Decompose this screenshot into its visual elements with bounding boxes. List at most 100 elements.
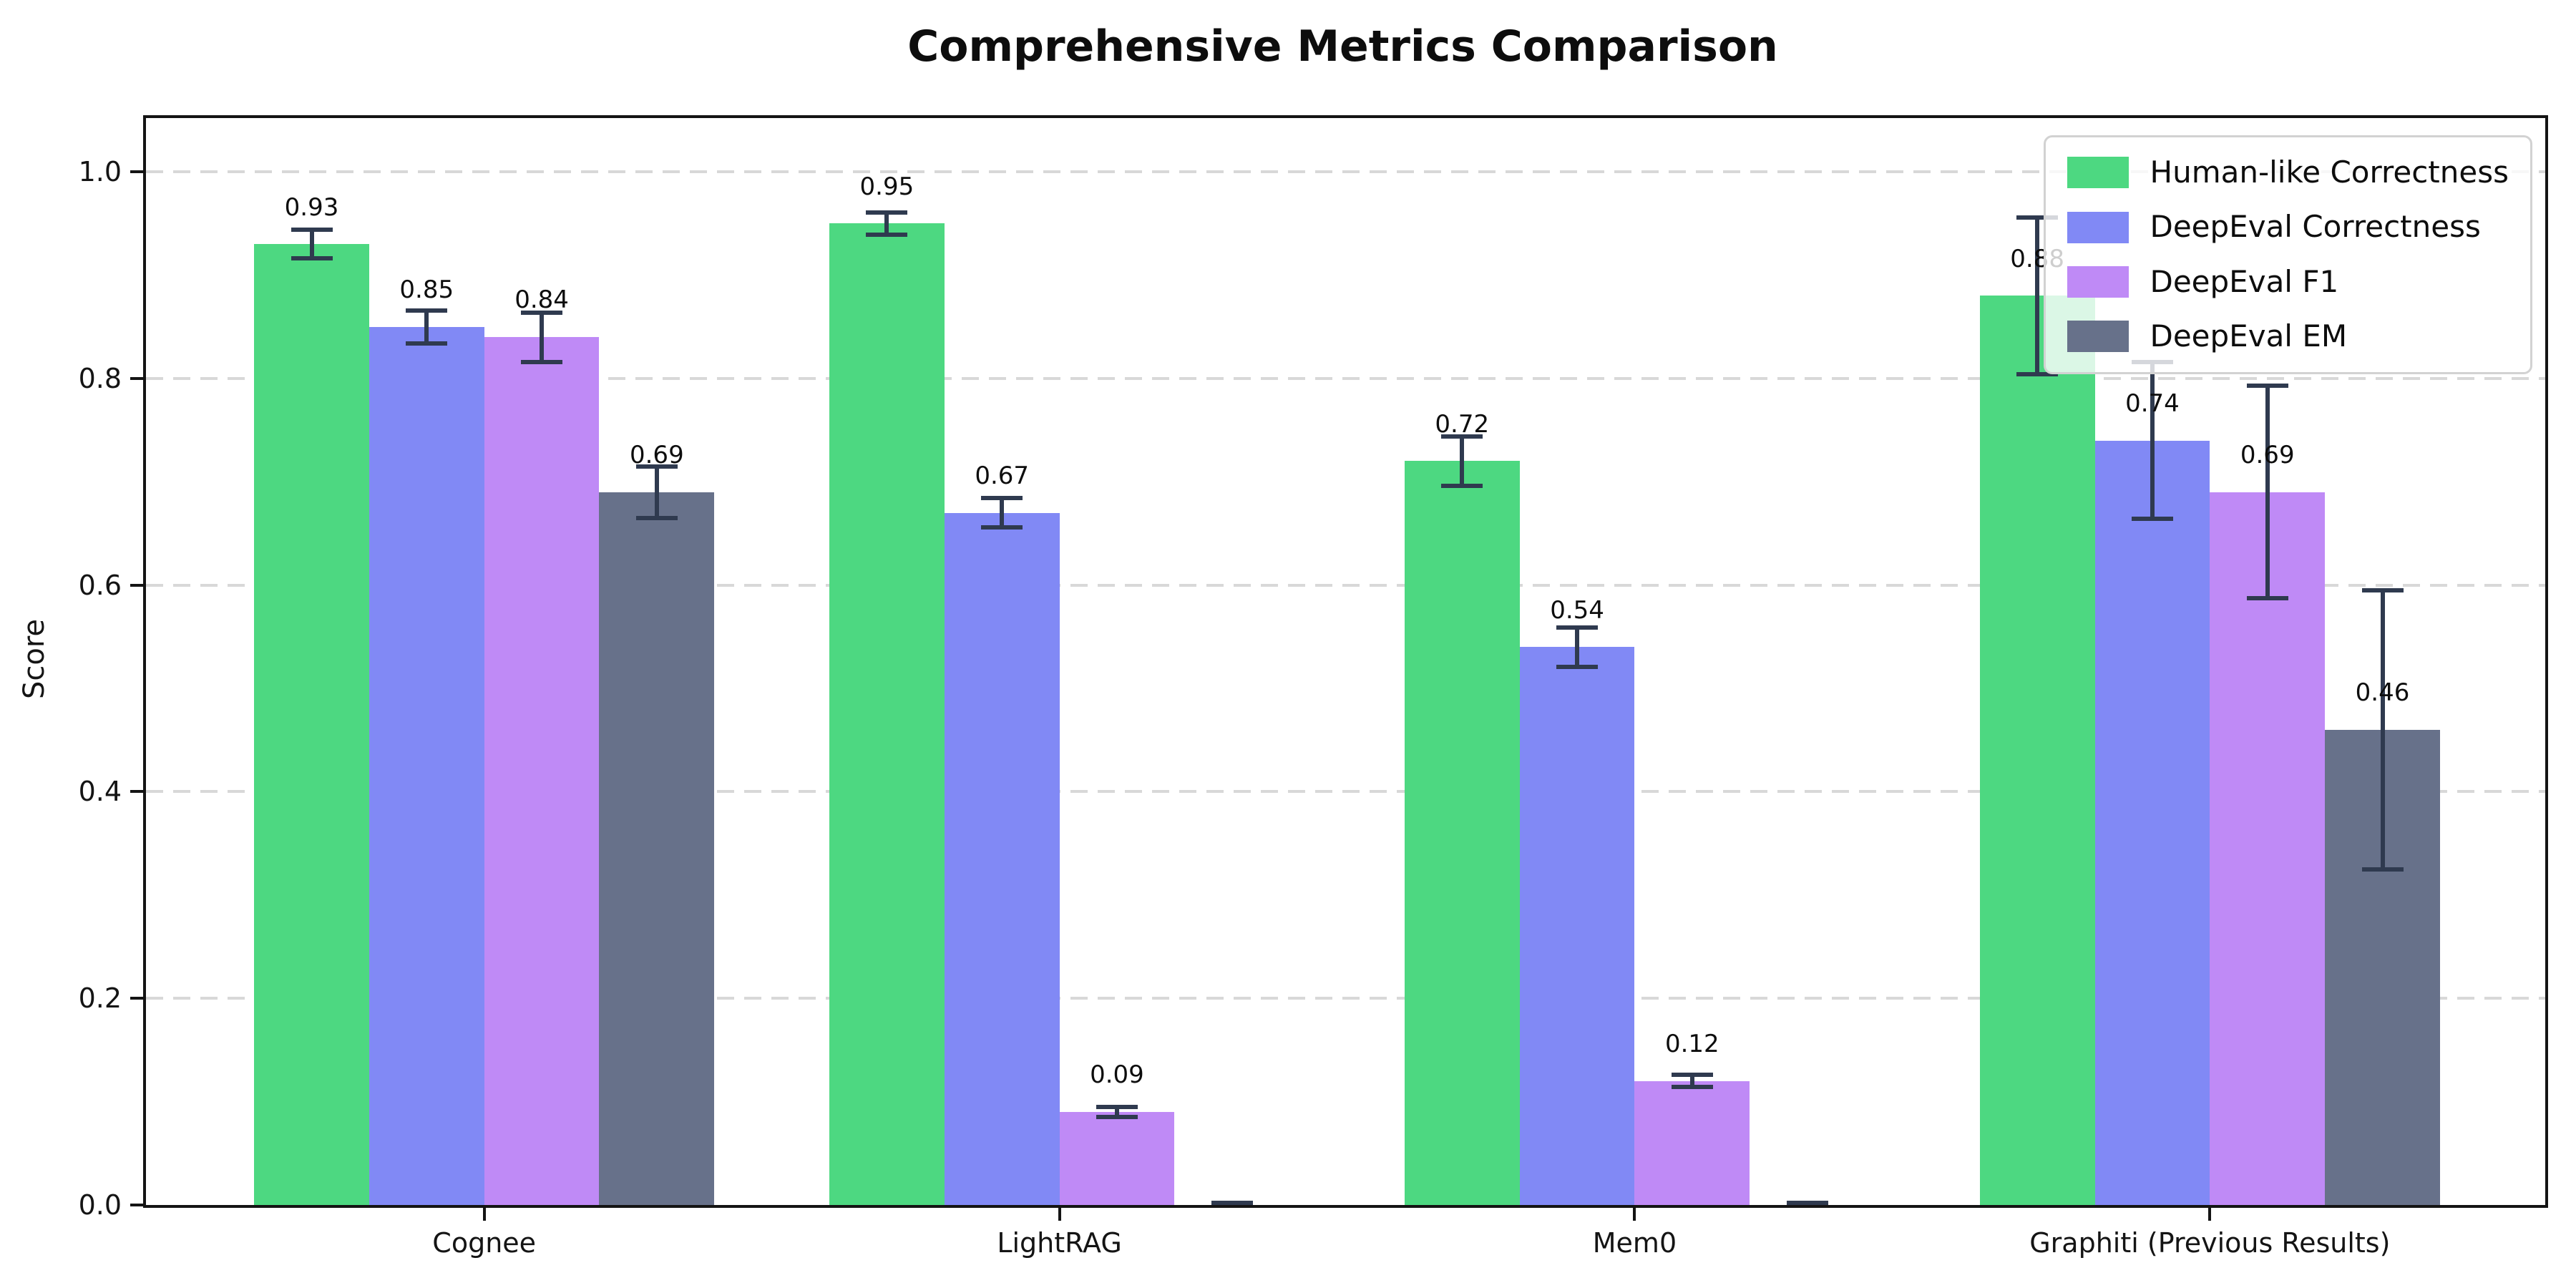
error-bar-cap-bottom: [1211, 1201, 1253, 1206]
grid-line: [146, 583, 2545, 587]
bar-value-label: 0.46: [2355, 678, 2410, 708]
legend-label: Human-like Correctness: [2150, 155, 2509, 190]
plot-area: Human-like Correctness DeepEval Correctne…: [79, 115, 2548, 1257]
y-axis-label: Score: [18, 618, 51, 700]
bar: [1404, 461, 1520, 1205]
y-tick-label: 0.0: [78, 1189, 122, 1221]
error-bar-line: [884, 210, 889, 238]
bar: [2094, 440, 2210, 1205]
error-bar-cap-bottom: [866, 233, 908, 238]
error-bar-cap-top: [406, 308, 448, 313]
error-bar-cap-bottom: [2016, 371, 2059, 376]
error-bar-cap-bottom: [521, 359, 563, 364]
error-bar-line: [654, 464, 659, 520]
error-bar: [1441, 434, 1483, 488]
error-bar-cap-top: [1441, 434, 1483, 439]
bar: [599, 492, 715, 1205]
x-tick-mark: [1058, 1208, 1061, 1221]
legend: Human-like Correctness DeepEval Correctne…: [2043, 135, 2532, 374]
bar-value-label: 0.12: [1664, 1030, 1719, 1059]
bar-value-label: 0.09: [1090, 1060, 1144, 1090]
error-bar: [1556, 625, 1599, 669]
error-bar-cap-bottom: [406, 341, 448, 346]
y-tick-label: 0.8: [78, 362, 122, 394]
error-bar-cap-top: [981, 496, 1023, 501]
error-bar: [1096, 1104, 1138, 1120]
bar: [1979, 296, 2095, 1205]
x-tick-label: Mem0: [1592, 1227, 1677, 1259]
error-bar: [1671, 1073, 1713, 1090]
error-bar-cap-top: [2361, 587, 2404, 592]
bar-value-label: 0.69: [629, 441, 684, 470]
error-bar: [635, 464, 678, 520]
error-bar: [2016, 215, 2059, 376]
error-bar-cap-top: [1556, 625, 1599, 630]
grid-line: [146, 790, 2545, 794]
bar: [1059, 1112, 1175, 1205]
bar: [1634, 1080, 1750, 1205]
legend-item: Human-like Correctness: [2067, 155, 2509, 190]
error-bar-cap-top: [291, 228, 333, 233]
y-tick-mark: [130, 1204, 143, 1206]
bar-value-label: 0.93: [284, 192, 339, 222]
y-tick-label: 0.2: [78, 982, 122, 1015]
error-bar: [2246, 384, 2288, 601]
x-tick-label: LightRAG: [997, 1227, 1122, 1259]
legend-item: DeepEval EM: [2067, 318, 2509, 354]
bar-value-label: 0.72: [1435, 409, 1490, 439]
error-bar-cap-top: [2016, 215, 2059, 220]
grid-line: [146, 376, 2545, 380]
error-bar-line: [424, 308, 429, 346]
legend-swatch: [2067, 157, 2129, 189]
y-tick-mark: [130, 790, 143, 794]
bar-value-label: 0.69: [2240, 441, 2295, 470]
error-bar-line: [2035, 215, 2040, 376]
error-bar-cap-bottom: [2131, 517, 2173, 522]
error-bar-line: [1689, 1073, 1694, 1090]
bar: [254, 244, 369, 1205]
bar-value-label: 0.67: [975, 461, 1030, 490]
error-bar-cap-bottom: [2361, 867, 2404, 872]
error-bar-cap-bottom: [1556, 664, 1599, 669]
error-bar-line: [1114, 1104, 1119, 1120]
bar-value-label: 0.84: [514, 286, 569, 315]
y-tick-mark: [130, 997, 143, 1000]
y-tick-mark: [130, 583, 143, 587]
bar-value-label: 0.85: [399, 275, 454, 305]
error-bar: [1211, 1201, 1253, 1206]
legend-swatch: [2067, 265, 2129, 298]
error-bar-cap-top: [866, 210, 908, 215]
error-bar: [2131, 359, 2173, 522]
legend-swatch: [2067, 321, 2129, 353]
x-tick-mark: [1633, 1208, 1636, 1221]
bar-value-label: 0.74: [2125, 389, 2180, 418]
bar: [829, 223, 945, 1205]
error-bar-line: [309, 228, 314, 261]
error-bar-line: [1460, 434, 1465, 488]
error-bar: [2361, 587, 2404, 872]
bar: [1519, 647, 1635, 1205]
error-bar-line: [540, 310, 545, 364]
error-bar: [1786, 1201, 1828, 1206]
error-bar-cap-top: [2246, 384, 2288, 389]
legend-label: DeepEval F1: [2150, 263, 2339, 299]
error-bar-cap-bottom: [1441, 483, 1483, 488]
y-tick-mark: [130, 170, 143, 174]
error-bar-cap-bottom: [981, 525, 1023, 530]
bar: [944, 512, 1060, 1205]
legend-item: DeepEval F1: [2067, 264, 2509, 300]
x-tick-label: Graphiti (Previous Results): [2029, 1227, 2391, 1259]
y-tick-label: 0.4: [78, 776, 122, 808]
error-bar-cap-bottom: [2246, 596, 2288, 601]
grid-line: [146, 997, 2545, 1000]
error-bar: [981, 496, 1023, 530]
legend-item: DeepEval Correctness: [2067, 209, 2509, 245]
error-bar-line: [2380, 587, 2385, 872]
y-tick-label: 0.6: [78, 569, 122, 601]
error-bar-cap-bottom: [1671, 1085, 1713, 1090]
bar: [2210, 492, 2326, 1205]
bar: [369, 326, 484, 1205]
chart-title: Comprehensive Metrics Comparison: [907, 21, 1778, 72]
bar: [484, 337, 600, 1205]
